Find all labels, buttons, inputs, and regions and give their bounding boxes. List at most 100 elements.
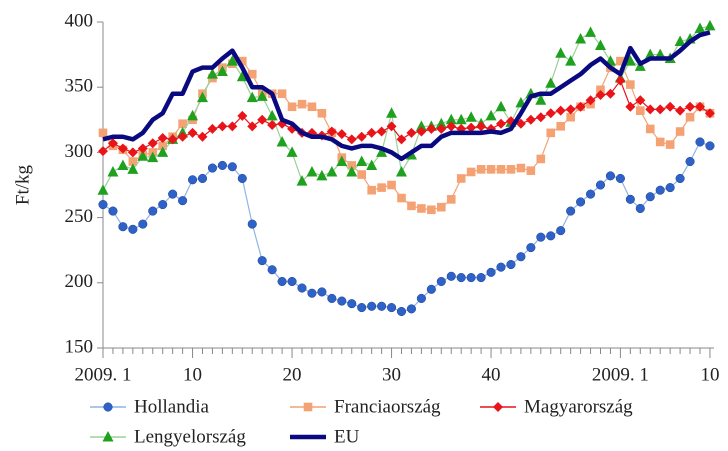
data-point xyxy=(357,170,366,179)
data-point xyxy=(456,273,466,283)
data-point xyxy=(575,32,587,44)
legend-item: Magyarország xyxy=(480,396,633,417)
series xyxy=(98,137,715,317)
data-point xyxy=(466,273,476,283)
data-point xyxy=(247,219,257,229)
y-tick-label: 300 xyxy=(65,141,94,162)
y-tick-label: 350 xyxy=(65,76,94,97)
data-point xyxy=(386,107,398,118)
data-point xyxy=(635,203,645,214)
data-point xyxy=(277,276,287,287)
data-point xyxy=(595,90,606,101)
series-line xyxy=(102,141,711,313)
data-point xyxy=(645,124,655,134)
data-point xyxy=(197,131,208,142)
data-point xyxy=(147,151,159,163)
legend-item: Hollandia xyxy=(90,396,209,417)
data-point xyxy=(674,35,686,47)
data-point xyxy=(367,301,377,311)
data-point xyxy=(526,166,536,175)
data-point xyxy=(247,121,258,132)
data-point xyxy=(704,19,716,31)
data-point xyxy=(168,189,178,199)
data-point xyxy=(566,206,576,216)
data-point xyxy=(207,163,217,173)
data-point xyxy=(187,127,198,138)
data-point xyxy=(386,121,397,132)
data-point xyxy=(317,287,327,297)
data-point xyxy=(178,196,188,206)
data-point xyxy=(416,293,426,303)
data-point xyxy=(147,138,158,149)
data-point xyxy=(406,304,417,314)
data-point xyxy=(436,276,446,287)
data-point xyxy=(685,156,695,167)
data-point xyxy=(486,267,496,277)
x-tick-label: 40 xyxy=(482,364,501,385)
data-point xyxy=(466,167,476,177)
x-tick-label: 20 xyxy=(283,364,302,385)
data-point xyxy=(297,283,307,293)
data-point xyxy=(98,128,108,138)
data-point xyxy=(496,165,506,174)
data-point xyxy=(267,120,278,131)
data-point xyxy=(636,106,645,115)
data-point xyxy=(496,262,506,272)
data-point xyxy=(406,127,417,138)
data-point xyxy=(437,202,446,212)
data-point xyxy=(187,109,199,121)
data-point xyxy=(476,273,486,283)
data-point xyxy=(237,110,248,121)
legend-label: Lengyelország xyxy=(134,426,246,447)
data-point xyxy=(347,161,357,170)
data-point xyxy=(535,94,547,105)
data-point xyxy=(595,180,606,190)
data-point xyxy=(266,109,278,121)
data-point xyxy=(446,121,457,132)
data-point xyxy=(237,173,247,184)
data-point xyxy=(576,197,586,207)
data-point xyxy=(585,26,597,37)
data-point xyxy=(197,173,208,184)
data-point xyxy=(107,138,118,149)
data-point xyxy=(417,204,426,213)
data-point xyxy=(565,104,576,115)
data-point xyxy=(476,121,487,132)
data-point xyxy=(98,200,108,210)
data-point xyxy=(615,75,626,86)
data-point xyxy=(128,224,138,234)
legend-label: Hollandia xyxy=(134,396,209,417)
data-point xyxy=(506,165,516,174)
data-point xyxy=(525,114,536,125)
data-point xyxy=(675,173,685,184)
data-point xyxy=(138,219,148,229)
data-point xyxy=(366,127,377,138)
x-tick-label: 2009. 1 xyxy=(75,364,132,385)
data-point xyxy=(426,123,437,134)
data-point xyxy=(316,169,328,181)
x-tick-label: 10 xyxy=(183,364,202,385)
data-point xyxy=(536,232,546,242)
data-point xyxy=(416,126,427,137)
series-line xyxy=(102,30,711,162)
data-point xyxy=(595,39,606,50)
legend-label: Magyarország xyxy=(524,396,633,417)
data-point xyxy=(217,160,227,170)
data-point xyxy=(227,162,237,172)
data-point xyxy=(695,137,705,147)
data-point xyxy=(675,127,685,136)
data-point xyxy=(535,112,546,123)
data-point xyxy=(506,259,516,270)
data-point xyxy=(555,47,567,58)
data-point xyxy=(337,296,347,306)
data-point xyxy=(436,123,447,134)
data-point xyxy=(226,55,238,66)
data-point xyxy=(655,104,666,115)
legend-marker xyxy=(303,402,313,412)
data-point xyxy=(675,105,686,116)
data-point xyxy=(327,293,337,303)
data-point xyxy=(695,101,705,112)
data-point xyxy=(158,200,168,210)
data-point xyxy=(137,150,149,161)
data-point xyxy=(307,288,317,298)
